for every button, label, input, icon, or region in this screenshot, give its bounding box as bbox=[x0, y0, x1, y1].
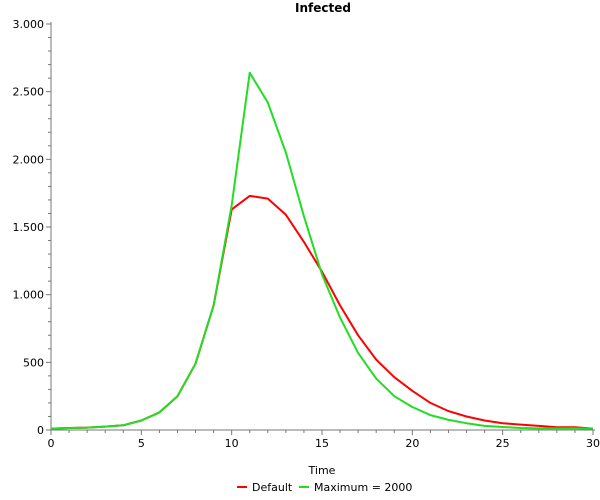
x-axis-title: Time bbox=[308, 464, 336, 477]
y-tick-label: 1.500 bbox=[13, 221, 45, 234]
y-tick-label: 1.000 bbox=[13, 289, 45, 302]
legend-label-default: Default bbox=[252, 481, 293, 494]
series-line-default bbox=[50, 194, 594, 430]
y-tick-label: 0 bbox=[37, 424, 44, 437]
x-tick-label: 30 bbox=[586, 437, 600, 450]
y-tick-label: 2.000 bbox=[13, 153, 45, 166]
chart-title: Infected bbox=[295, 1, 351, 15]
x-tick-label: 0 bbox=[48, 437, 55, 450]
y-tick-label: 500 bbox=[23, 356, 44, 369]
x-tick-label: 15 bbox=[315, 437, 329, 450]
legend-label-maximum-2000: Maximum = 2000 bbox=[314, 481, 412, 494]
legend: Default Maximum = 2000 bbox=[237, 481, 412, 494]
y-tick-label: 2.500 bbox=[13, 86, 45, 99]
y-tick-label: 3.000 bbox=[13, 18, 45, 31]
x-tick-label: 5 bbox=[138, 437, 145, 450]
plot-area: 0 500 1.000 1.500 2.000 2.500 3.000 0 5 10 15 20 25 3… bbox=[13, 18, 600, 450]
x-tick-label: 25 bbox=[496, 437, 510, 450]
series-line-maximum-2000 bbox=[50, 71, 594, 430]
x-tick-label: 20 bbox=[405, 437, 419, 450]
x-tick-label: 10 bbox=[225, 437, 239, 450]
